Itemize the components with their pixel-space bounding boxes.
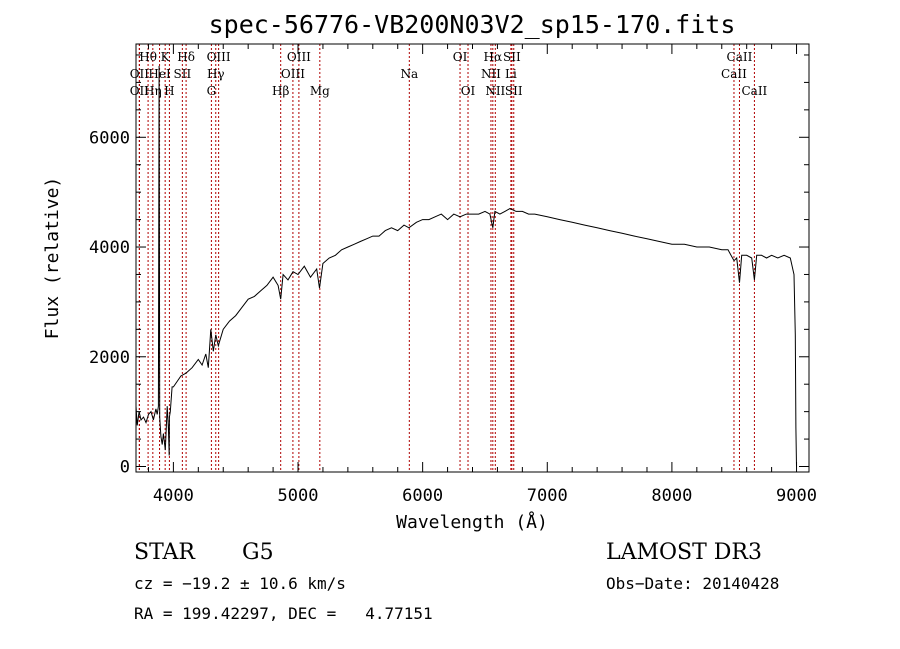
line-marker-label: CaII	[721, 67, 747, 81]
axis-ticks	[136, 44, 809, 472]
x-tick-label: 8000	[651, 486, 692, 506]
line-marker-label: OII	[130, 67, 150, 81]
x-axis-label: Wavelength (Å)	[396, 511, 548, 533]
y-tick-label: 4000	[89, 238, 130, 258]
line-marker-label: OI	[461, 84, 476, 98]
line-marker-label: OI	[453, 50, 468, 64]
observation-date: Obs−Date: 20140428	[606, 574, 779, 593]
line-marker-layer	[138, 44, 755, 472]
line-marker-label: Hγ	[207, 67, 225, 81]
x-tick-label: 9000	[776, 486, 817, 506]
x-tick-label: 4000	[153, 486, 194, 506]
object-class: STAR	[134, 540, 196, 565]
x-tick-label: 7000	[527, 486, 568, 506]
line-marker-label: OIII	[281, 67, 305, 81]
line-marker-label: K	[161, 50, 171, 64]
line-marker-label: H	[164, 84, 174, 98]
line-marker-label: SII	[174, 67, 192, 81]
sky-coordinates: RA = 199.42297, DEC = 4.77151	[134, 604, 433, 623]
x-tick-label: 5000	[278, 486, 319, 506]
line-marker-label: SII	[505, 84, 523, 98]
line-marker-label: HeI	[148, 67, 171, 81]
line-marker-label: OIII	[287, 50, 311, 64]
line-marker-label: Li	[505, 67, 517, 81]
line-marker-label: G	[207, 84, 217, 98]
line-marker-label: OIII	[207, 50, 231, 64]
spectrum-layer	[135, 65, 797, 467]
object-subclass: G5	[242, 540, 274, 565]
line-marker-label: Mg	[310, 84, 330, 98]
y-tick-label: 6000	[89, 128, 130, 148]
tick-labels: 4000 5000 6000 7000 8000 9000 0 2000 4000 6000	[89, 128, 817, 506]
line-marker-label: SII	[503, 50, 521, 64]
line-marker-label: Hδ	[177, 50, 195, 64]
chart-title: spec-56776-VB200N03V2_sp15-170.fits	[209, 10, 736, 39]
line-marker-label: Hβ	[272, 84, 289, 98]
line-marker-label: NII	[485, 84, 505, 98]
redshift-velocity: cz = −19.2 ± 10.6 km/s	[134, 574, 346, 593]
x-tick-label: 6000	[402, 486, 443, 506]
line-marker-label: Hα	[484, 50, 503, 64]
spectrum-line	[135, 65, 797, 467]
line-marker-label: Na	[400, 67, 418, 81]
line-marker-label: Hη	[144, 84, 162, 98]
y-axis-label: Flux (relative)	[42, 177, 63, 340]
y-tick-label: 2000	[89, 348, 130, 368]
line-marker-label: CaII	[727, 50, 753, 64]
survey-name: LAMOST DR3	[606, 540, 762, 565]
line-marker-label: Hθ	[139, 50, 157, 64]
line-marker-label: CaII	[741, 84, 767, 98]
line-marker-label: NII	[481, 67, 501, 81]
y-tick-label: 0	[120, 458, 130, 478]
line-marker-label: OII	[130, 84, 150, 98]
plot-frame	[135, 43, 810, 473]
